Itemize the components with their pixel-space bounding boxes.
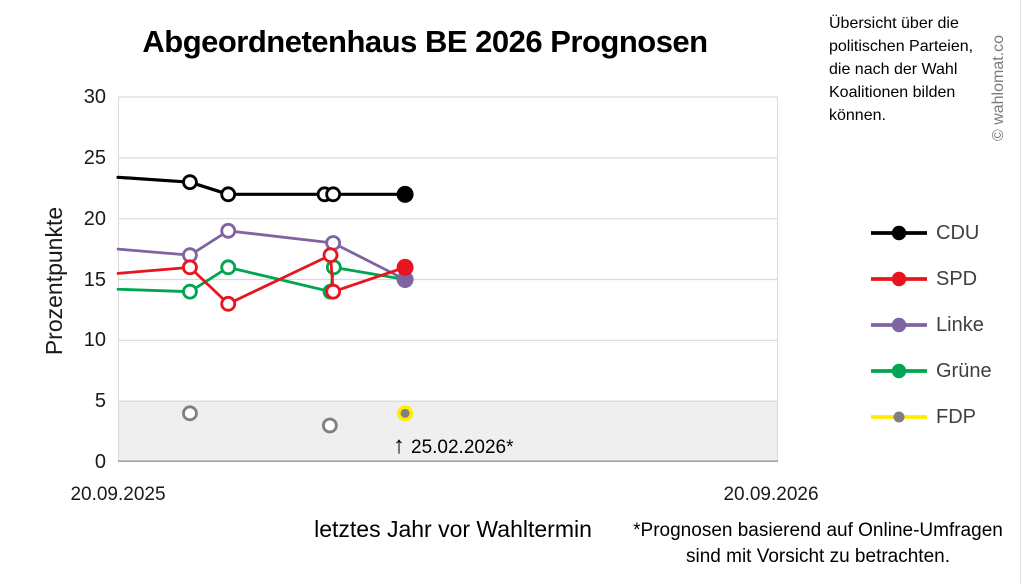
x-tick-end-date: 20.09.2026 [723,484,819,505]
chart-title: Abgeordnetenhaus BE 2026 Prognosen [142,24,708,59]
plot-area [116,96,778,463]
annotation-final-poll-date: ↑ 25.02.2026* [393,434,514,460]
legend-item-spd: SPD [869,268,992,290]
right-edge-divider [1020,0,1021,584]
legend-label: Linke [936,313,984,336]
info-box: Übersicht über die politischen Parteien,… [829,15,974,124]
legend-label: Grüne [936,359,992,382]
legend-swatch-icon [871,317,927,333]
legend-label: SPD [936,267,978,290]
legend-item-linke: Linke [869,314,992,336]
legend-swatch-icon [871,225,927,241]
legend-swatch-icon [871,411,927,423]
legend-swatch-icon [871,363,927,379]
y-tick-label: 5 [94,390,106,413]
y-tick-label: 0 [94,451,106,473]
footnote: *Prognosen basierend auf Online-Umfragen… [633,520,1003,567]
x-tick-start-date: 20.09.2025 [70,484,166,505]
y-tick-label: 15 [83,268,106,291]
y-tick-label: 25 [83,146,106,169]
legend: CDU SPD Linke Grüne FDP [869,222,992,452]
legend-label: CDU [936,221,980,244]
x-axis-title: letztes Jahr vor Wahltermin [314,516,592,542]
legend-label: FDP [936,405,976,428]
legend-item-gruene: Grüne [869,360,992,382]
up-arrow-icon: ↑ [393,432,405,459]
legend-swatch-icon [871,271,927,287]
legend-item-fdp: FDP [869,406,992,428]
y-tick-label: 30 [83,86,106,108]
y-tick-label: 20 [83,207,106,230]
watermark: © wahlomat.co [990,34,1007,142]
legend-item-cdu: CDU [869,222,992,244]
annotation-date-text: 25.02.2026* [411,437,514,458]
y-tick-label: 10 [83,329,106,352]
